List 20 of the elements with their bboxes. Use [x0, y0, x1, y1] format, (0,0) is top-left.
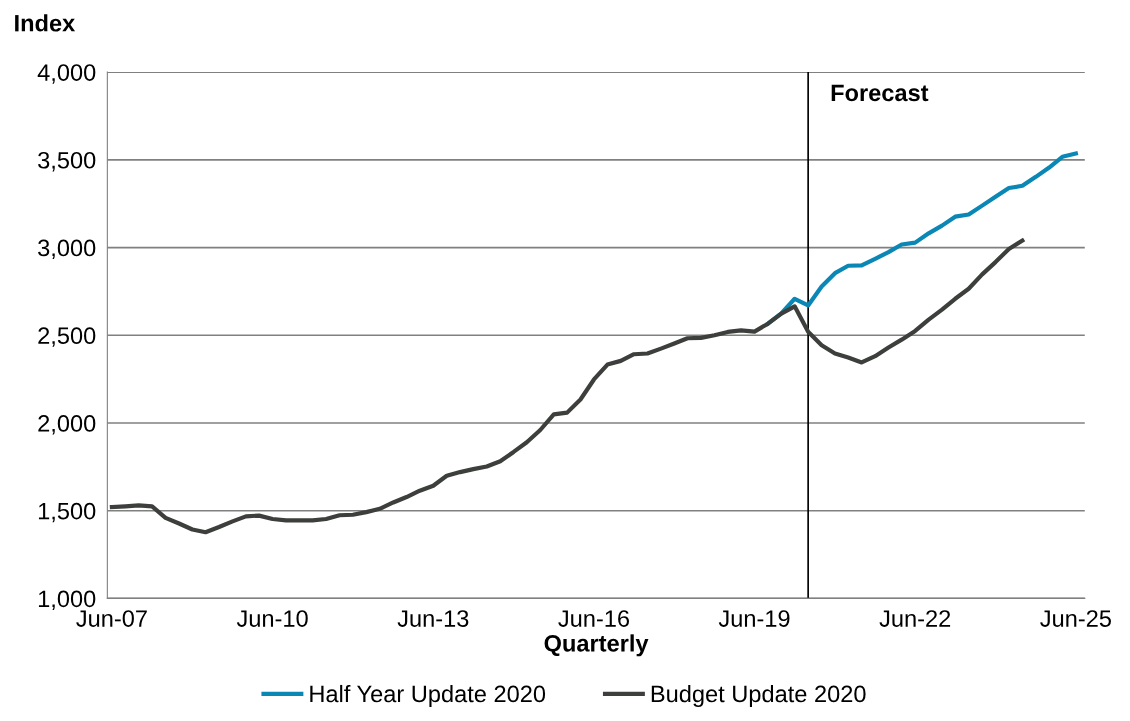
x-tick-label: Jun-22: [879, 610, 951, 627]
y-tick-label: 3,000: [38, 239, 96, 260]
y-tick-label: 3,500: [38, 151, 96, 172]
y-tick-label: 1,000: [38, 590, 96, 611]
x-tick-label: Jun-10: [236, 610, 308, 627]
y-tick-label: 1,500: [38, 502, 96, 523]
ref-line-label: Forecast: [831, 84, 929, 102]
legend-label: Budget Update 2020: [651, 684, 866, 707]
y-axis-title: Index: [15, 14, 76, 32]
y-tick-label: 2,000: [38, 415, 96, 435]
line-series: [109, 238, 1025, 535]
x-tick-label: Jun-16: [558, 610, 630, 627]
y-tick-label: 2,500: [38, 327, 96, 347]
x-tick-label: Jun-07: [76, 610, 147, 627]
x-tick-label: Jun-19: [718, 610, 790, 627]
x-tick-label: Jun-13: [397, 610, 469, 627]
legend-label: Half Year Update 2020: [310, 684, 546, 707]
x-axis-title: Quarterly: [544, 634, 649, 657]
x-tick-label: Jun-25: [1040, 610, 1111, 627]
y-tick-label: 4,000: [37, 64, 96, 84]
